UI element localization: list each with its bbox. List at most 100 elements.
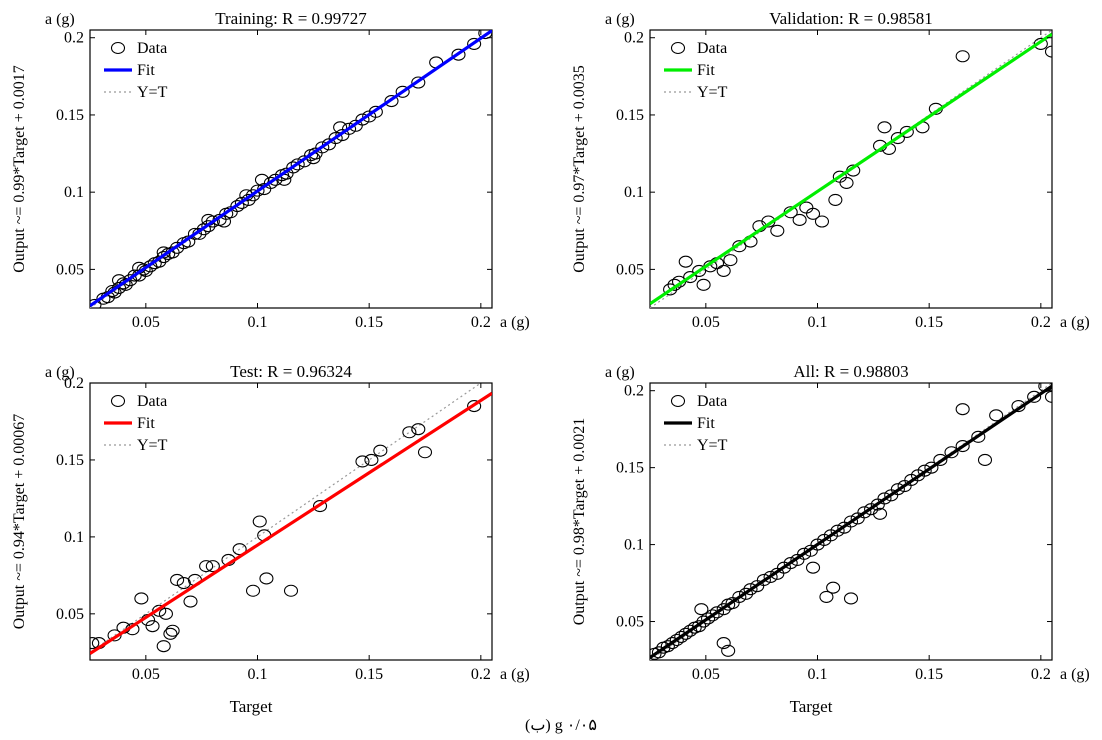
data-point bbox=[107, 629, 122, 642]
legend-marker-data bbox=[110, 41, 126, 55]
data-point bbox=[165, 624, 180, 637]
chart-panel-3: 0.050.050.10.10.150.150.20.2a (g)a (g)Te… bbox=[11, 362, 530, 716]
y-tick-label: 0.15 bbox=[616, 107, 644, 124]
x-tick-label: 0.1 bbox=[248, 314, 268, 331]
fit-line bbox=[650, 384, 1052, 659]
data-point bbox=[451, 48, 466, 61]
legend-label-data: Data bbox=[697, 40, 727, 57]
y-tick-label: 0.2 bbox=[624, 30, 644, 47]
data-point bbox=[696, 278, 711, 291]
x-tick-label: 0.15 bbox=[355, 314, 383, 331]
data-point bbox=[716, 603, 731, 616]
y-tick-label: 0.15 bbox=[56, 107, 84, 124]
data-point bbox=[342, 122, 357, 135]
chart-title: Validation: R = 0.98581 bbox=[769, 9, 933, 28]
x-unit-label: a (g) bbox=[500, 666, 530, 683]
data-point bbox=[259, 572, 274, 585]
data-point bbox=[971, 430, 986, 443]
y-tick-label: 0.15 bbox=[56, 452, 84, 469]
identity-line bbox=[90, 383, 482, 653]
plot-marks bbox=[90, 383, 492, 655]
data-point bbox=[152, 604, 167, 617]
legend-label-fit: Fit bbox=[137, 415, 155, 432]
x-tick-label: 0.05 bbox=[692, 314, 720, 331]
data-point bbox=[674, 630, 689, 643]
legend-label-fit: Fit bbox=[697, 415, 715, 432]
data-point bbox=[232, 543, 247, 556]
data-point bbox=[805, 561, 821, 574]
y-axis-label: Output ~= 0.94*Target + 0.00067 bbox=[11, 414, 28, 630]
data-point bbox=[694, 603, 709, 616]
data-point bbox=[116, 277, 131, 290]
data-point bbox=[254, 173, 270, 186]
data-point bbox=[732, 240, 747, 253]
data-point bbox=[90, 637, 100, 650]
data-point bbox=[826, 581, 841, 594]
data-point bbox=[955, 440, 970, 453]
data-point bbox=[917, 464, 932, 477]
legend-marker-data bbox=[670, 394, 686, 408]
data-point bbox=[692, 620, 707, 633]
data-point bbox=[252, 515, 267, 528]
y-unit-label: a (g) bbox=[605, 364, 635, 381]
data-point bbox=[651, 646, 666, 659]
data-point bbox=[1044, 390, 1052, 403]
data-point bbox=[315, 141, 330, 154]
legend-label-identity: Y=T bbox=[697, 84, 728, 101]
chart-panel-4: 0.05 0.05 0.1 0.1 0.15 0.15 0.2 0.2 a (g) a (g) Al… bbox=[571, 362, 1090, 716]
data-point bbox=[944, 446, 959, 459]
data-point bbox=[170, 573, 185, 587]
figure-caption: (ب) g ۰/۰۵ bbox=[525, 717, 597, 734]
y-axis-label: Output ~= 0.98*Target + 0.0021 bbox=[571, 418, 588, 626]
legend-label-identity: Y=T bbox=[137, 437, 168, 454]
plot-marks bbox=[650, 383, 1052, 660]
y-axis-label: Output ~= 0.97*Target + 0.0035 bbox=[571, 65, 588, 273]
chart-panel-1: 0.05 0.05 0.1 0.1 0.15 0.15 0.2 0.2 a (g) a (g) Tr… bbox=[11, 9, 530, 331]
data-point bbox=[250, 184, 265, 197]
legend: Data Fit Y=T bbox=[104, 40, 168, 101]
legend: Data Fit Y=T bbox=[664, 40, 728, 101]
data-point bbox=[205, 560, 220, 573]
data-point bbox=[872, 507, 888, 520]
x-tick-label: 0.2 bbox=[471, 314, 491, 331]
data-point bbox=[738, 587, 754, 600]
data-point bbox=[678, 255, 693, 268]
data-point bbox=[977, 453, 993, 466]
legend-marker-data bbox=[110, 394, 126, 408]
data-point bbox=[283, 584, 299, 597]
data-point bbox=[669, 633, 684, 647]
legend-label-data: Data bbox=[697, 393, 727, 410]
data-point bbox=[290, 158, 305, 171]
chart-title: All: R = 0.98803 bbox=[793, 362, 908, 381]
data-point bbox=[843, 515, 859, 528]
x-tick-label: 0.2 bbox=[1031, 314, 1051, 331]
data-point bbox=[683, 271, 698, 284]
legend-label-fit: Fit bbox=[137, 62, 155, 79]
x-unit-label: a (g) bbox=[500, 314, 530, 331]
x-tick-label: 0.1 bbox=[808, 666, 828, 683]
data-point bbox=[402, 426, 417, 439]
legend-label-identity: Y=T bbox=[137, 84, 168, 101]
data-point bbox=[384, 94, 399, 108]
legend: Data Fit Y=T bbox=[664, 393, 728, 454]
data-point bbox=[263, 176, 278, 189]
x-tick-label: 0.2 bbox=[1031, 666, 1051, 683]
y-tick-label: 0.1 bbox=[64, 184, 84, 201]
data-point bbox=[199, 560, 214, 573]
x-tick-label: 0.15 bbox=[355, 666, 383, 683]
data-point bbox=[417, 446, 433, 459]
data-point bbox=[230, 200, 245, 213]
data-point bbox=[839, 176, 854, 189]
x-tick-label: 0.1 bbox=[248, 666, 268, 683]
x-tick-label: 0.15 bbox=[915, 314, 943, 331]
data-point bbox=[355, 113, 370, 126]
data-point bbox=[955, 50, 970, 63]
x-axis-label: Target bbox=[230, 697, 273, 716]
data-point bbox=[899, 125, 914, 138]
data-point bbox=[245, 189, 261, 202]
y-tick-label: 0.15 bbox=[616, 460, 644, 477]
data-point bbox=[770, 224, 785, 237]
x-tick-label: 0.05 bbox=[132, 666, 160, 683]
data-point bbox=[890, 483, 905, 496]
data-point bbox=[989, 409, 1004, 422]
